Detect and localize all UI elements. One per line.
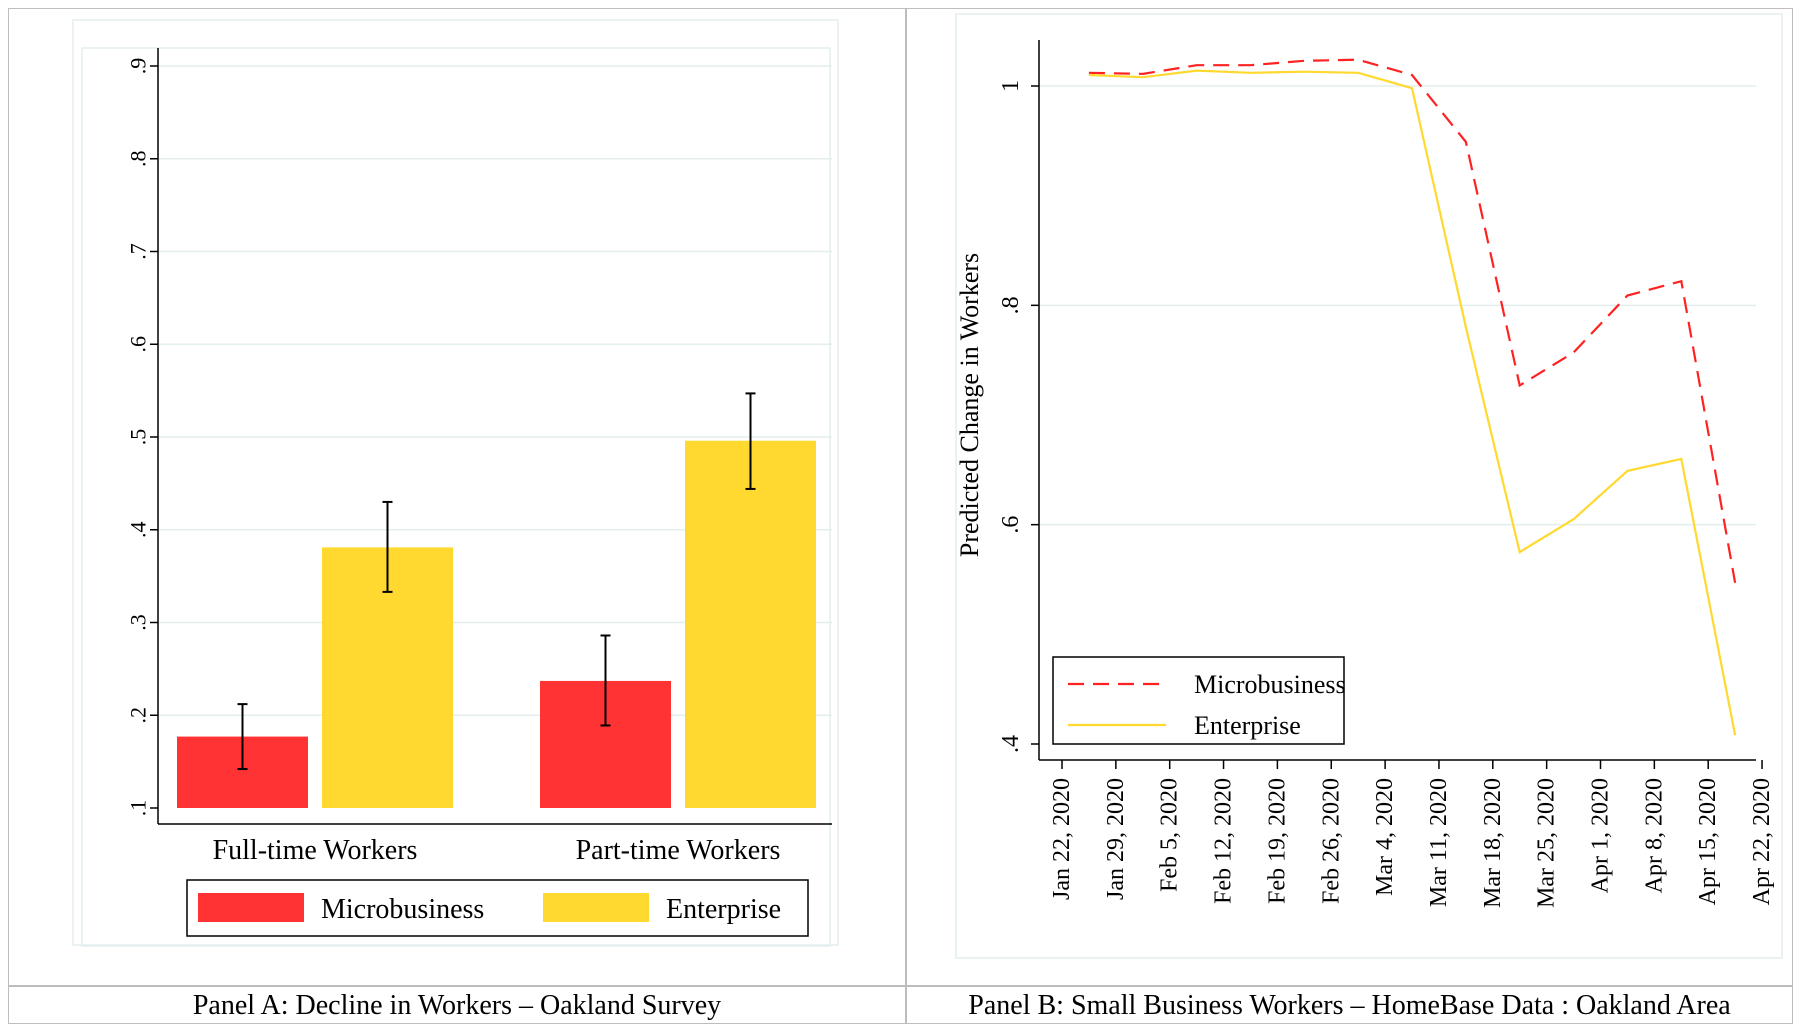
legend-box: [1052, 656, 1345, 745]
y-tick-label: .2: [126, 707, 151, 724]
x-tick-label: Feb 19, 2020: [1264, 778, 1290, 904]
panel-a-caption: Panel A: Decline in Workers – Oakland Su…: [192, 990, 722, 1021]
x-tick-label: Mar 25, 2020: [1534, 778, 1560, 908]
category-label: Part-time Workers: [576, 835, 781, 866]
panel-b-caption: Panel B: Small Business Workers – HomeBa…: [968, 990, 1731, 1021]
x-tick-label: Jan 22, 2020: [1049, 778, 1075, 900]
legend-label: Enterprise: [666, 894, 781, 925]
y-tick-label: .8: [998, 296, 1024, 314]
legend-swatch: [198, 893, 304, 922]
y-tick-label: .1: [126, 800, 151, 817]
x-tick-label: Mar 18, 2020: [1480, 778, 1506, 908]
caption-row-a: [8, 986, 906, 1024]
x-tick-label: Jan 29, 2020: [1103, 778, 1129, 900]
x-tick-label: Apr 8, 2020: [1641, 778, 1667, 893]
x-tick-label: Mar 4, 2020: [1372, 778, 1398, 896]
legend-label: Microbusiness: [321, 894, 484, 925]
y-tick-label: .6: [998, 516, 1024, 534]
panel-a-inner-region: [81, 47, 831, 947]
y-tick-label: .4: [998, 735, 1024, 753]
panel-a-bar-chart: .1 .2 .3 .4 .5 .6 .7 .8 .9 Full-time Workers Part-…: [72, 19, 839, 947]
bar: [685, 440, 816, 808]
y-axis-title: Predicted Change in Workers: [955, 253, 984, 557]
x-tick-label: Mar 11, 2020: [1426, 778, 1452, 907]
panel-a-frame: [8, 8, 906, 986]
panel-b-line-chart: .4 .6 .8 1 Predicted Change in Workers Jan 22…: [955, 13, 1783, 959]
y-tick-label: .8: [126, 151, 151, 168]
legend-label: Microbusiness: [1194, 670, 1346, 699]
y-tick-label: .7: [126, 243, 151, 260]
series-line: [1088, 58, 1737, 583]
panel-a-plot-region: [72, 19, 839, 946]
caption-row-b: [906, 986, 1793, 1024]
series-line: [1088, 69, 1737, 736]
x-tick-label: Feb 5, 2020: [1157, 778, 1183, 892]
y-tick-label: .3: [126, 614, 151, 631]
y-tick-label: .6: [126, 336, 151, 353]
x-tick-label: Feb 26, 2020: [1318, 778, 1344, 904]
x-tick-label: Apr 15, 2020: [1695, 778, 1721, 905]
legend-swatch: [543, 893, 649, 922]
y-tick-label: 1: [998, 80, 1024, 92]
x-tick-label: Feb 12, 2020: [1211, 778, 1237, 904]
y-tick-label: .4: [126, 522, 151, 539]
panel-b-frame: [906, 8, 1793, 986]
x-tick-label: Apr 22, 2020: [1749, 778, 1775, 905]
y-tick-label: .9: [126, 58, 151, 75]
legend-label: Enterprise: [1194, 711, 1301, 740]
y-tick-label: .5: [126, 429, 151, 446]
category-label: Full-time Workers: [213, 835, 418, 866]
x-tick-label: Apr 1, 2020: [1588, 778, 1614, 893]
panel-b-plot-region: [955, 13, 1783, 959]
